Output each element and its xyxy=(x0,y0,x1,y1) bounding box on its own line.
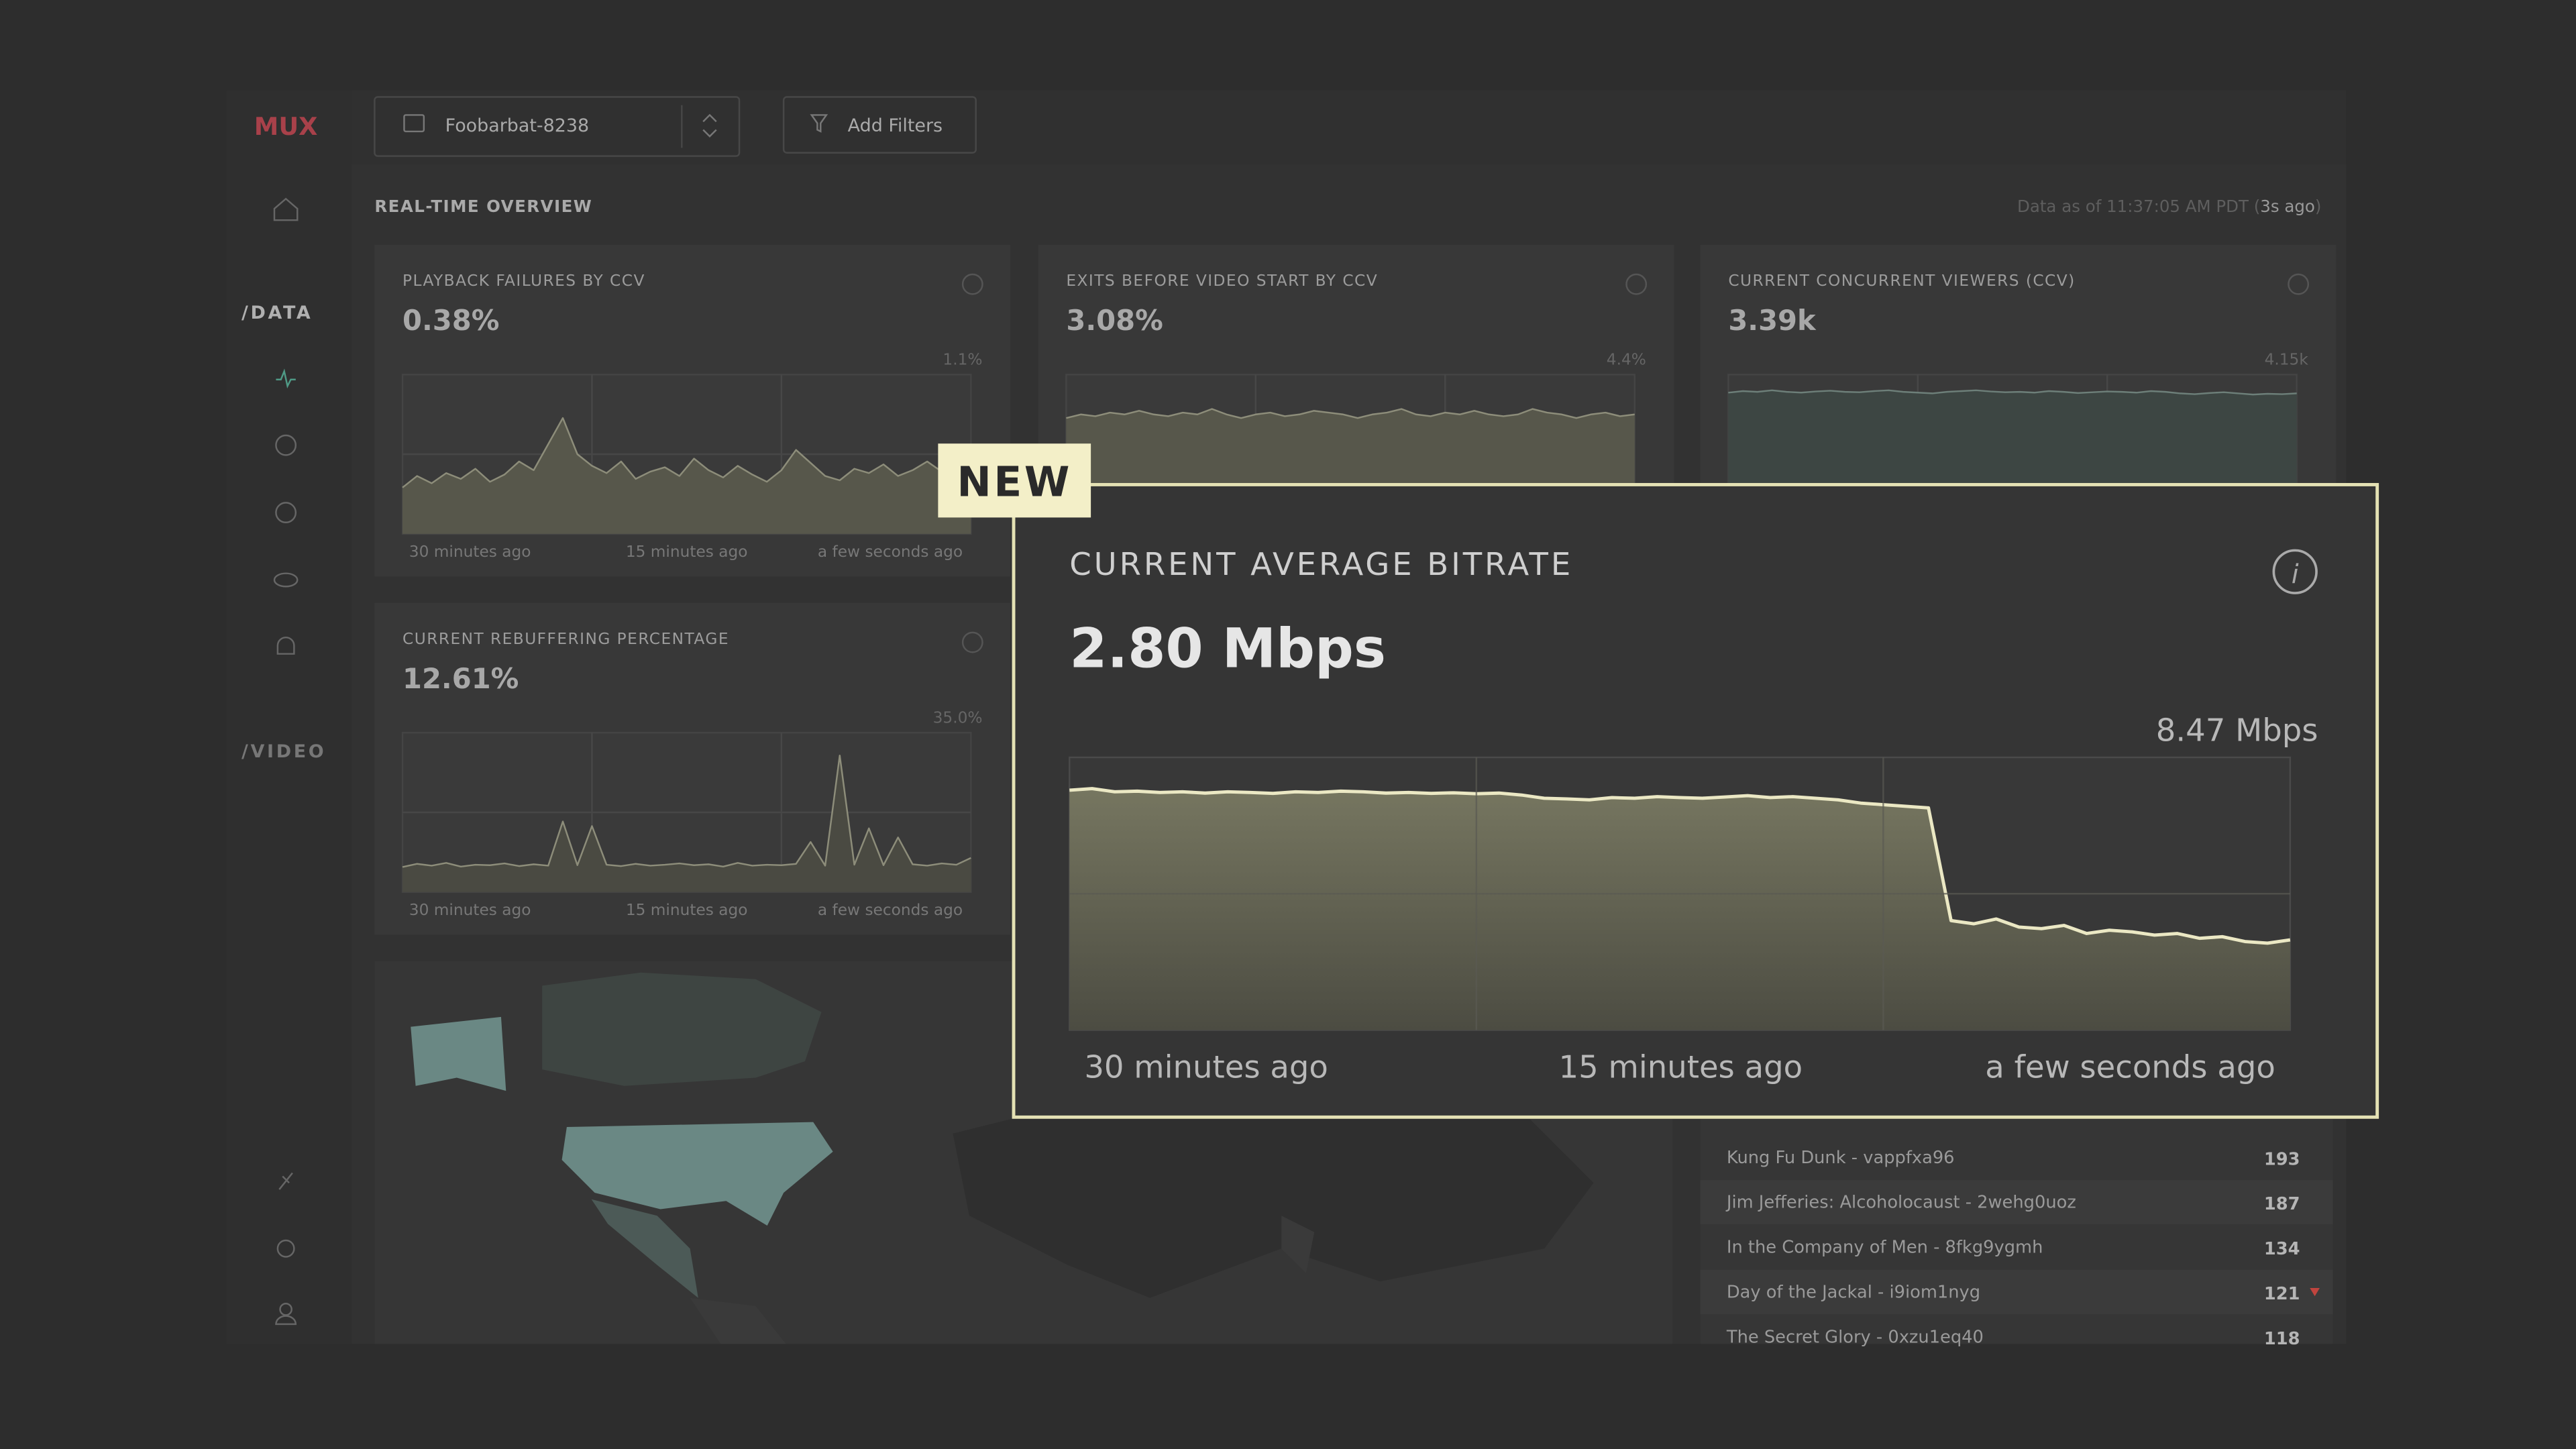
tile-value: 0.38% xyxy=(402,304,499,337)
x-label: 30 minutes ago xyxy=(409,543,531,561)
x-label: a few seconds ago xyxy=(1985,1049,2275,1085)
x-label: 15 minutes ago xyxy=(1559,1049,1803,1085)
logo[interactable]: MUX xyxy=(254,112,318,141)
popup-title: CURRENT AVERAGE BITRATE xyxy=(1069,546,1573,582)
info-icon[interactable] xyxy=(961,631,983,653)
x-label: 30 minutes ago xyxy=(1084,1049,1328,1085)
home-icon[interactable] xyxy=(273,197,299,221)
x-label: 15 minutes ago xyxy=(626,901,748,919)
info-icon[interactable] xyxy=(1625,273,1648,295)
usa xyxy=(561,1122,833,1226)
line xyxy=(402,754,971,868)
chart-icon[interactable] xyxy=(275,434,297,456)
filter-icon xyxy=(810,114,828,133)
view-count: 187 xyxy=(2264,1194,2300,1214)
status: Data as of 11:37:05 AM PDT (3s ago) xyxy=(2017,197,2321,216)
views-icon[interactable] xyxy=(273,572,299,588)
video-title[interactable]: The Secret Glory - 0xzu1eq40 xyxy=(1726,1327,1984,1347)
info-icon[interactable] xyxy=(961,273,983,295)
line xyxy=(1728,389,2297,396)
view-count: 134 xyxy=(2264,1239,2300,1259)
south-america xyxy=(690,1297,786,1344)
tile-value: 3.08% xyxy=(1066,304,1163,337)
add-filters-button[interactable] xyxy=(782,96,977,154)
area xyxy=(402,418,971,534)
line xyxy=(1069,787,2291,945)
view-count: 118 xyxy=(2264,1329,2300,1349)
status-suffix: ) xyxy=(2315,197,2322,216)
x-label: a few seconds ago xyxy=(818,901,963,919)
x-label: a few seconds ago xyxy=(818,543,963,561)
line xyxy=(402,417,972,488)
top-bar xyxy=(352,90,2347,164)
popup-chart: 8.47 Mbps 30 minutes ago 15 minutes ago a f… xyxy=(1069,712,2318,1085)
video-title[interactable]: In the Company of Men - 8fkg9ygmh xyxy=(1727,1238,2043,1258)
info-glyph: i xyxy=(2292,559,2299,590)
video-section[interactable]: /VIDEO xyxy=(241,741,326,762)
overview-title: REAL-TIME OVERVIEW xyxy=(374,197,592,216)
tile-title: CURRENT CONCURRENT VIEWERS (CCV) xyxy=(1728,272,2075,290)
ymax-label: 8.47 Mbps xyxy=(2156,712,2318,748)
ymax-label: 1.1% xyxy=(943,351,982,369)
status-age: 3s ago xyxy=(2260,197,2315,216)
x-label: 15 minutes ago xyxy=(626,543,748,561)
select-arrows xyxy=(702,113,717,138)
view-count: 193 xyxy=(2264,1149,2300,1169)
tile-value: 3.39k xyxy=(1728,304,1817,337)
project-name: Foobarbat-8238 xyxy=(445,115,590,136)
table: Kung Fu Dunk - vappfxa96 193 Jim Jefferies… xyxy=(1700,1148,2333,1349)
tile-title: PLAYBACK FAILURES BY CCV xyxy=(402,272,645,290)
view-count: 121 xyxy=(2264,1284,2300,1304)
sidebar xyxy=(226,90,352,1344)
alaska xyxy=(411,1016,506,1091)
ymax-label: 4.4% xyxy=(1607,351,1646,369)
settings-icon[interactable] xyxy=(276,1239,295,1258)
india xyxy=(1281,1216,1315,1273)
trend-down-icon xyxy=(2310,1288,2320,1297)
info-icon[interactable] xyxy=(2272,549,2318,594)
tile-value: 12.61% xyxy=(402,662,519,695)
mexico xyxy=(591,1199,698,1298)
tile-title: EXITS BEFORE VIDEO START BY CCV xyxy=(1066,272,1378,290)
account-icon-body xyxy=(275,1315,297,1326)
row-bg xyxy=(1700,1269,2333,1314)
info-icon[interactable] xyxy=(2288,273,2310,295)
map xyxy=(411,972,1594,1344)
status-prefix: Data as of 11:37:05 AM PDT ( xyxy=(2017,197,2260,216)
ymax-label: 35.0% xyxy=(933,709,983,727)
eurasia xyxy=(953,1084,1594,1298)
area xyxy=(1069,788,2290,1030)
video-title[interactable]: Day of the Jackal - i9iom1nyg xyxy=(1727,1282,1980,1302)
errors-icon[interactable] xyxy=(275,502,297,523)
area xyxy=(402,755,971,892)
project-select[interactable] xyxy=(374,96,741,157)
video-title[interactable]: Jim Jefferies: Alcoholocaust - 2wehg0uoz xyxy=(1725,1193,2076,1213)
new-badge-label: NEW xyxy=(957,459,1072,506)
new-badge xyxy=(938,443,1091,518)
add-filters-label: Add Filters xyxy=(848,115,943,136)
popup-value: 2.80 Mbps xyxy=(1069,617,1386,680)
integrations-icon[interactable] xyxy=(278,1172,293,1190)
tile-title: CURRENT REBUFFERING PERCENTAGE xyxy=(402,630,729,648)
video-title[interactable]: Kung Fu Dunk - vappfxa96 xyxy=(1727,1148,1955,1168)
ymax-label: 4.15k xyxy=(2265,351,2309,369)
folder-icon xyxy=(403,114,425,133)
line xyxy=(1066,408,1635,419)
row-bg xyxy=(1700,1180,2333,1225)
canada xyxy=(542,972,822,1086)
x-label: 30 minutes ago xyxy=(409,901,531,919)
data-section[interactable]: /DATA xyxy=(241,303,313,323)
alerts-icon[interactable] xyxy=(276,636,295,655)
realtime-icon[interactable] xyxy=(276,368,296,389)
